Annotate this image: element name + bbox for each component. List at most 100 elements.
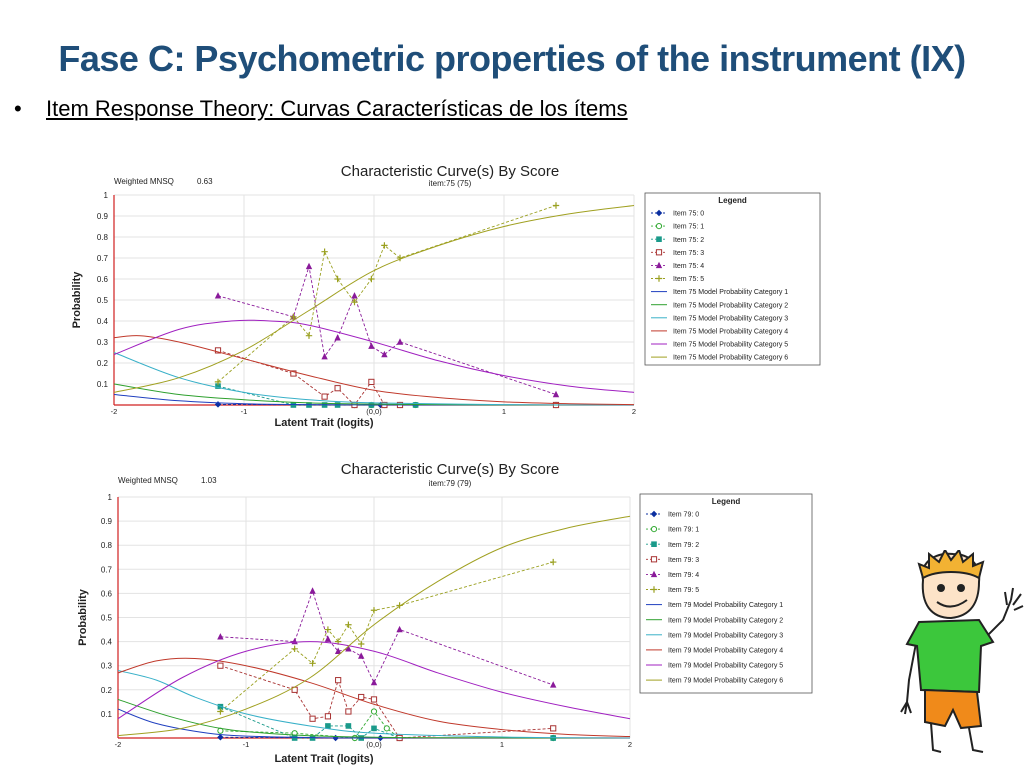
series-7 bbox=[117, 698, 631, 739]
series-0 bbox=[217, 734, 557, 742]
legend-marker bbox=[655, 275, 663, 282]
legend-entry: Item 75: 3 bbox=[673, 250, 704, 257]
data-point bbox=[291, 730, 298, 737]
legend-entry: Item 79 Model Probability Category 6 bbox=[668, 678, 783, 685]
data-point bbox=[370, 678, 378, 686]
boy-legs bbox=[930, 722, 984, 753]
data-point bbox=[214, 347, 222, 354]
series-6 bbox=[117, 708, 631, 739]
y-tick-label: 0.2 bbox=[101, 686, 113, 695]
legend-entry: Item 75: 4 bbox=[673, 263, 704, 270]
x-tick-label: 2 bbox=[628, 740, 632, 749]
data-point bbox=[396, 401, 404, 409]
legend-marker bbox=[650, 570, 658, 578]
series-6 bbox=[113, 394, 635, 406]
chart-subtitle: item:79 (79) bbox=[429, 479, 472, 488]
legend-entry: Item 79: 1 bbox=[668, 527, 699, 534]
data-point bbox=[217, 633, 224, 640]
data-point bbox=[305, 332, 313, 339]
data-point bbox=[345, 708, 352, 715]
y-axis-label: Probability bbox=[71, 271, 83, 329]
legend-entry: Item 75 Model Probability Category 1 bbox=[673, 289, 788, 296]
data-point bbox=[291, 645, 298, 653]
data-point bbox=[351, 401, 358, 409]
y-tick-label: 1 bbox=[108, 493, 113, 502]
series-11 bbox=[113, 205, 635, 393]
data-point bbox=[368, 342, 375, 349]
bullet-dot: • bbox=[14, 96, 22, 121]
data-point bbox=[345, 645, 352, 652]
data-point bbox=[370, 607, 378, 614]
data-point bbox=[334, 275, 341, 283]
legend-marker bbox=[650, 526, 658, 533]
data-point bbox=[351, 402, 358, 408]
series-4 bbox=[214, 262, 560, 398]
y-tick-label: 0.7 bbox=[101, 565, 113, 574]
legend-entry: Item 79: 3 bbox=[668, 557, 699, 564]
series-10 bbox=[113, 319, 635, 393]
series-10 bbox=[117, 641, 631, 720]
x-tick-label: (0,0) bbox=[366, 740, 382, 749]
data-point bbox=[217, 708, 224, 715]
data-point bbox=[321, 353, 328, 360]
chart-title: Characteristic Curve(s) By Score bbox=[341, 163, 559, 180]
chart-title: Characteristic Curve(s) By Score bbox=[341, 461, 559, 478]
legend-box bbox=[639, 493, 813, 694]
data-point bbox=[368, 402, 375, 408]
legend-marker bbox=[655, 223, 663, 230]
series-2 bbox=[215, 383, 559, 408]
boy-head bbox=[917, 550, 985, 620]
boy-hair bbox=[917, 550, 985, 580]
data-point bbox=[550, 734, 557, 742]
legend-entry: Item 75: 2 bbox=[673, 237, 704, 244]
data-point bbox=[324, 626, 332, 633]
x-tick-label: -2 bbox=[111, 407, 118, 416]
y-tick-label: 0.4 bbox=[97, 317, 109, 326]
data-point bbox=[309, 660, 316, 667]
data-point bbox=[309, 715, 316, 722]
data-point bbox=[217, 662, 224, 669]
data-point bbox=[358, 652, 365, 659]
data-point bbox=[396, 602, 403, 609]
observed-line bbox=[217, 266, 557, 395]
data-point bbox=[217, 727, 224, 734]
data-point bbox=[351, 401, 358, 409]
data-point bbox=[345, 621, 352, 628]
data-point bbox=[290, 402, 297, 408]
legend-entry: Item 79 Model Probability Category 1 bbox=[668, 602, 783, 609]
data-point bbox=[217, 734, 224, 741]
model-curve bbox=[117, 641, 631, 720]
series-7 bbox=[113, 383, 635, 406]
x-axis-label: Latent Trait (logits) bbox=[275, 753, 374, 765]
legend-marker bbox=[656, 236, 662, 242]
legend-entry: Item 79: 2 bbox=[668, 542, 699, 549]
data-point bbox=[325, 723, 331, 729]
legend-entry: Item 79: 5 bbox=[668, 587, 699, 594]
series-3 bbox=[217, 662, 557, 742]
data-point bbox=[377, 734, 384, 742]
data-point bbox=[358, 735, 364, 741]
boy-left-arm bbox=[906, 637, 918, 703]
data-point bbox=[371, 725, 377, 732]
y-tick-label: 0.9 bbox=[97, 212, 109, 221]
data-point bbox=[334, 334, 341, 341]
data-point bbox=[552, 401, 560, 409]
data-point bbox=[334, 385, 341, 392]
series-5 bbox=[217, 558, 557, 715]
x-axis-label: Latent Trait (logits) bbox=[275, 417, 374, 429]
model-curve bbox=[117, 515, 631, 737]
data-point bbox=[335, 677, 342, 684]
legend-entry: Item 79 Model Probability Category 5 bbox=[668, 663, 783, 670]
fit-label: Weighted MNSQ bbox=[114, 177, 174, 186]
legend-entry: Item 79: 4 bbox=[668, 572, 699, 579]
y-tick-label: 0.3 bbox=[97, 338, 109, 347]
series-8 bbox=[113, 352, 635, 406]
chart-subtitle: item:75 (75) bbox=[429, 179, 472, 188]
data-point bbox=[215, 383, 221, 389]
x-tick-label: 1 bbox=[502, 407, 506, 416]
legend-entry: Item 75 Model Probability Category 6 bbox=[673, 355, 788, 362]
series-8 bbox=[117, 670, 631, 739]
chart-legend: Legend Item 75: 0 Item 75: 1 Item 75: 2 Item… bbox=[644, 192, 821, 366]
series-5 bbox=[214, 202, 560, 386]
legend-marker bbox=[650, 556, 658, 563]
